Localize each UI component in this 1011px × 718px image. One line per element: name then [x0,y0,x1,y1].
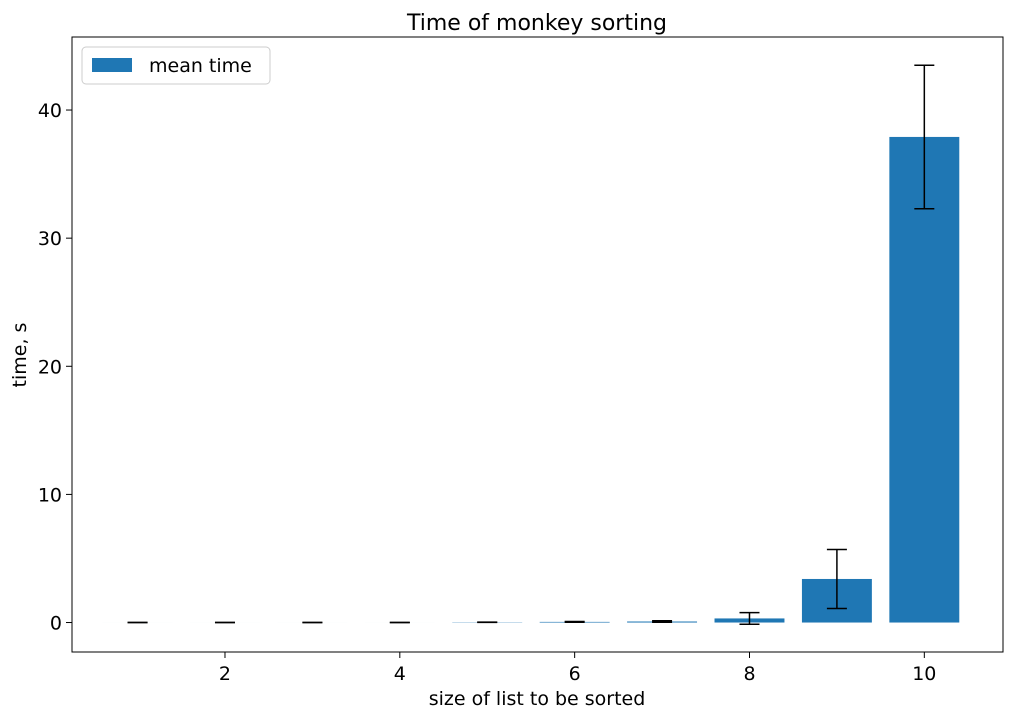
y-axis-label: time, s [9,323,31,388]
bar-10 [889,136,960,623]
x-axis-ticks: 2 4 6 8 10 [219,652,936,685]
x-axis-label: size of list to be sorted [429,688,646,710]
legend: mean time [81,46,271,85]
y-tick-label-0: 0 [50,613,62,635]
y-tick-label-30: 30 [38,228,62,250]
x-tick-label-4: 4 [394,663,406,685]
y-tick-label-40: 40 [38,100,62,122]
x-tick-label-8: 8 [743,663,755,685]
legend-label: mean time [149,55,252,77]
y-tick-label-10: 10 [38,484,62,506]
plot-frame [71,36,1004,653]
x-tick-label-2: 2 [219,663,231,685]
y-axis-ticks: 0 10 20 30 40 [38,100,72,635]
legend-box [81,46,271,85]
x-tick-label-10: 10 [912,663,936,685]
legend-swatch [92,58,132,72]
x-tick-label-6: 6 [569,663,581,685]
plot-area [71,36,1004,653]
y-tick-label-20: 20 [38,356,62,378]
chart-title: Time of monkey sorting [406,11,667,36]
